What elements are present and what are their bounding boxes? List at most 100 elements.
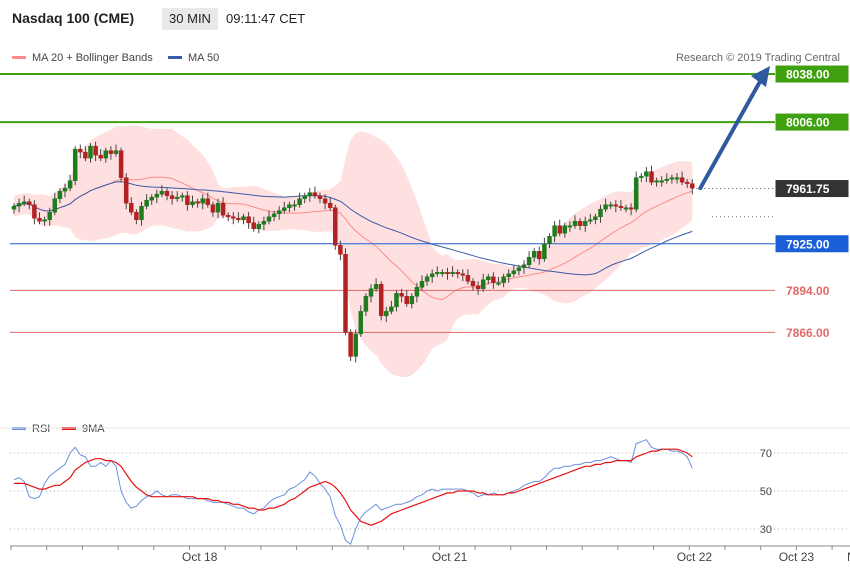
candle	[445, 272, 450, 275]
candle	[608, 204, 613, 207]
candle	[113, 150, 119, 154]
candle	[557, 225, 562, 234]
legend-rsi-ma-label: 9MA	[82, 423, 105, 435]
candle	[62, 187, 68, 192]
candle	[118, 150, 124, 178]
candle	[200, 198, 205, 204]
candle	[664, 178, 670, 181]
candle	[37, 217, 42, 222]
candle	[52, 198, 58, 213]
candle	[598, 208, 603, 217]
candle	[690, 183, 695, 189]
candle	[108, 150, 114, 154]
candle	[562, 225, 568, 234]
candle	[537, 251, 542, 260]
candle	[639, 175, 644, 178]
candle	[486, 276, 491, 281]
chart-header: Nasdaq 100 (CME) 30 MIN 09:11:47 CET	[0, 0, 850, 38]
legend-ma50: MA 50	[168, 52, 219, 64]
candle	[287, 204, 292, 208]
candle	[552, 225, 557, 237]
candle	[414, 287, 420, 297]
candle	[78, 148, 83, 153]
candle	[67, 180, 73, 189]
candle	[679, 177, 685, 183]
instrument-title: Nasdaq 100 (CME)	[12, 10, 135, 26]
candle	[261, 220, 267, 225]
candle	[654, 180, 659, 183]
candle	[338, 245, 343, 255]
candle	[282, 207, 287, 211]
candle	[644, 171, 649, 177]
candle	[435, 272, 440, 275]
candle	[521, 264, 527, 269]
candle	[144, 199, 149, 207]
candle	[271, 213, 277, 217]
candle	[21, 201, 27, 204]
rsi-tick-label: 50	[760, 486, 772, 498]
level-label: 8038.00	[786, 68, 830, 82]
candle	[149, 196, 154, 201]
interval-selector[interactable]: 30 MIN	[162, 8, 218, 30]
candle	[47, 211, 52, 220]
candle	[236, 217, 241, 220]
x-tick-label: Oct 23	[779, 550, 815, 564]
candle	[465, 275, 471, 282]
candle	[251, 222, 256, 229]
level-tag-support	[775, 323, 849, 341]
candle	[174, 196, 180, 199]
candle	[16, 202, 22, 207]
candle	[129, 202, 134, 213]
bollinger-band	[14, 125, 693, 378]
level-tag-pivot	[775, 235, 849, 253]
candle	[618, 205, 624, 208]
candle	[373, 284, 379, 290]
candle	[429, 273, 435, 278]
candle	[567, 225, 573, 228]
level-tag-target	[775, 113, 849, 131]
x-tick-label: Oct 18	[182, 550, 218, 564]
candle	[542, 243, 547, 260]
candle	[511, 270, 517, 275]
candle	[394, 293, 399, 308]
candle	[669, 177, 675, 180]
candle	[123, 177, 129, 204]
candle	[674, 177, 680, 180]
rsi-ma-line	[14, 448, 693, 526]
candle	[98, 154, 103, 159]
candle	[470, 281, 476, 287]
candle	[547, 235, 552, 245]
candle	[246, 216, 251, 223]
candle	[516, 267, 522, 272]
candle	[623, 207, 629, 210]
candle	[384, 311, 389, 317]
candle	[312, 192, 318, 196]
candle	[450, 272, 455, 275]
candle	[491, 276, 496, 284]
candle	[215, 202, 221, 213]
candle	[231, 216, 236, 219]
candle	[42, 219, 47, 222]
candle	[613, 204, 619, 207]
candle	[633, 177, 639, 210]
candle	[460, 273, 466, 276]
candle	[588, 219, 593, 222]
level-label: 7894.00	[786, 284, 830, 298]
candle	[348, 332, 353, 357]
candle	[368, 288, 374, 297]
candle	[389, 306, 394, 312]
candle	[358, 311, 364, 335]
candle	[159, 190, 165, 195]
level-label: 7961.75	[786, 182, 830, 196]
candle	[475, 285, 481, 290]
candle	[190, 201, 195, 205]
candle	[72, 148, 78, 181]
x-tick-label: Oct 22	[677, 550, 713, 564]
x-tick-label: Nov 6	[847, 550, 850, 564]
timestamp: 09:11:47 CET	[226, 11, 306, 26]
candle	[404, 296, 409, 305]
ma50-swatch	[168, 55, 182, 59]
credit-text: Research © 2019 Trading Central	[675, 52, 840, 64]
candle	[399, 293, 404, 297]
